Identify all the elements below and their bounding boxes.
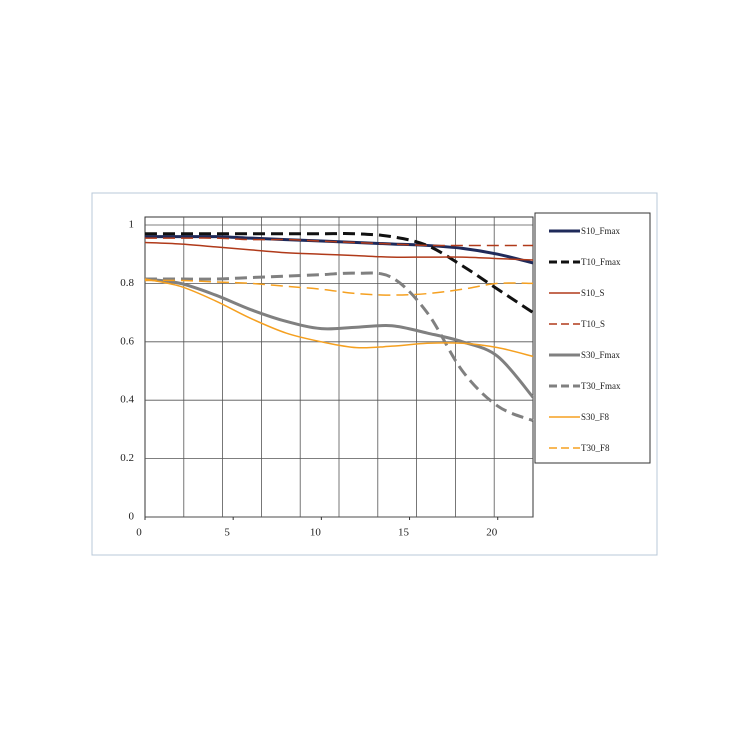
series-line <box>145 235 534 265</box>
series-line <box>144 241 534 261</box>
legend-label: T30_Fmax <box>581 381 621 391</box>
legend-label: T10_S <box>581 319 605 329</box>
x-tick-label: 10 <box>310 527 322 539</box>
y-tick-label: 0.6 <box>120 335 134 347</box>
y-tick-label: 0 <box>129 511 135 523</box>
legend-label: S30_F8 <box>581 412 610 422</box>
x-tick-label: 0 <box>136 527 142 539</box>
series-line <box>145 271 534 423</box>
y-tick-label: 0.8 <box>120 277 134 289</box>
y-tick-label: 1 <box>129 219 135 231</box>
x-tick-label: 5 <box>224 527 230 539</box>
legend-label: T10_Fmax <box>581 257 621 267</box>
frame <box>91 192 658 556</box>
legend-label: S10_S <box>581 288 605 298</box>
series-line <box>144 232 534 314</box>
legend-label: S30_Fmax <box>581 350 621 360</box>
series-line <box>144 278 534 358</box>
legend-label: T30_F8 <box>581 443 610 453</box>
y-tick-label: 0.2 <box>120 452 134 464</box>
legend-box <box>534 212 651 464</box>
legend-label: S10_Fmax <box>581 226 621 236</box>
x-tick-label: 15 <box>398 527 410 539</box>
x-tick-label: 20 <box>486 527 498 539</box>
y-tick-label: 0.4 <box>120 394 134 406</box>
